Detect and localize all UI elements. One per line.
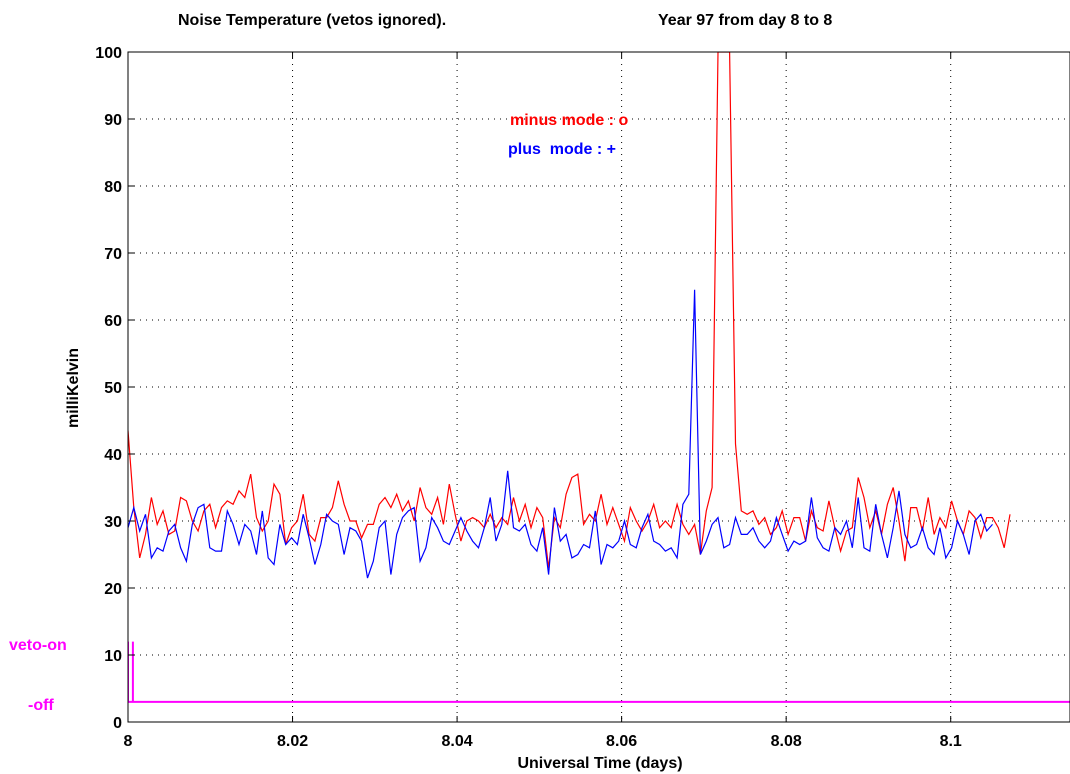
x-tick-label: 8.08 — [771, 733, 802, 750]
y-tick-label: 100 — [95, 45, 122, 62]
legend-plus-mode: plus mode : + — [508, 141, 616, 158]
y-tick-label: 0 — [113, 715, 122, 732]
veto-off-label: -off — [28, 697, 54, 714]
axis-tick-labels: 8 8.02 8.04 8.06 8.08 8.1 0 10 20 30 40 50 60 70 80 90 1… — [95, 45, 962, 750]
x-tick-label: 8.02 — [277, 733, 308, 750]
y-tick-label: 90 — [104, 112, 122, 129]
series-minus-mode-line — [128, 52, 1011, 568]
axis-ticks — [127, 51, 952, 723]
x-tick-label: 8.06 — [606, 733, 637, 750]
veto-on-label: veto-on — [9, 637, 67, 654]
grid-lines — [128, 52, 1070, 722]
y-tick-label: 40 — [104, 447, 122, 464]
legend-minus-mode: minus mode : o — [510, 112, 628, 129]
y-axis-label: milliKelvin — [65, 348, 82, 428]
y-tick-label: 30 — [104, 514, 122, 531]
x-tick-label: 8.1 — [940, 733, 962, 750]
x-tick-label: 8.04 — [442, 733, 473, 750]
y-tick-label: 60 — [104, 313, 122, 330]
x-axis-label: Universal Time (days) — [517, 755, 682, 772]
y-tick-label: 10 — [104, 648, 122, 665]
series-plus-mode-line — [128, 289, 993, 579]
y-tick-label: 20 — [104, 581, 122, 598]
series-lines — [128, 52, 1070, 703]
chart-title: Noise Temperature (vetos ignored). — [178, 12, 446, 29]
y-tick-label: 50 — [104, 380, 122, 397]
y-tick-label: 80 — [104, 179, 122, 196]
x-tick-label: 8 — [124, 733, 133, 750]
chart-period: Year 97 from day 8 to 8 — [658, 12, 832, 29]
y-tick-label: 70 — [104, 246, 122, 263]
series-veto-line — [128, 641, 1070, 703]
